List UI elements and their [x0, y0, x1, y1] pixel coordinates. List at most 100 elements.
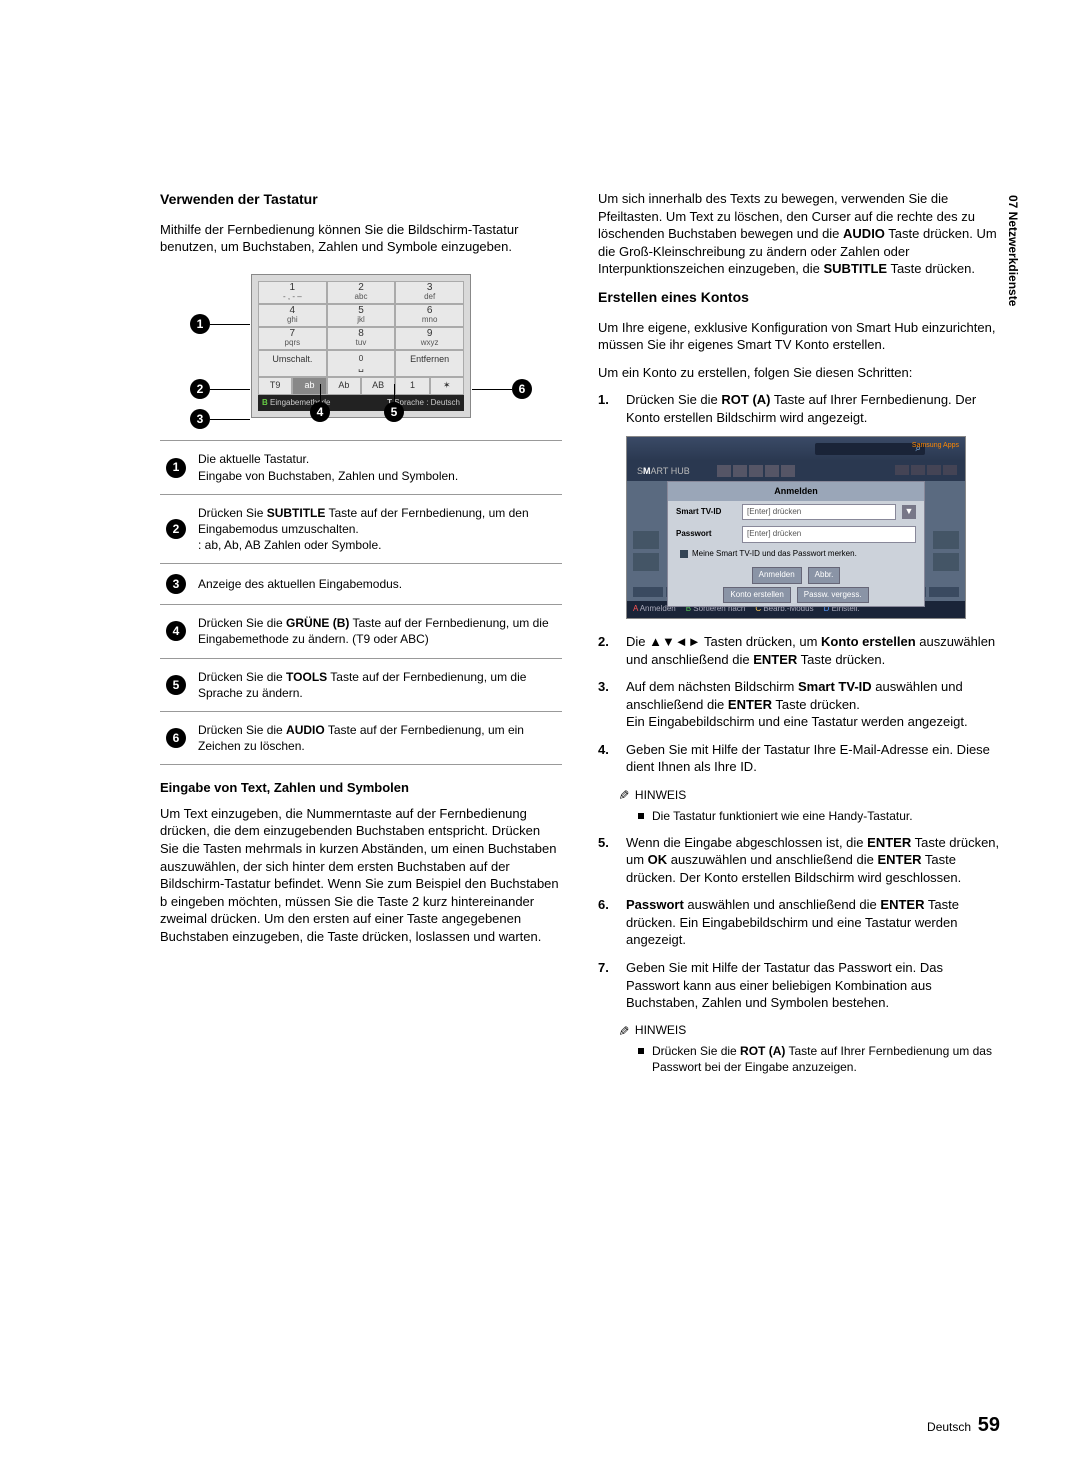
hub-button: Konto erstellen	[723, 587, 790, 604]
steps-block-3: 5.Wenn die Eingabe abgeschlossen ist, di…	[598, 834, 1000, 1012]
note-2-head: HINWEIS	[618, 1022, 1000, 1040]
kbd-mode-key: 1	[395, 377, 429, 394]
pencil-icon	[618, 786, 629, 804]
keyboard-diagram: 1 2 3 6 4 5 1- , - –2abc3def4ghi5jkl6mno…	[160, 274, 562, 418]
hub-button: Passw. vergess.	[797, 587, 869, 604]
kbd-key: 7pqrs	[258, 327, 327, 350]
kbd-wide-key: Entfernen	[395, 350, 464, 377]
callout-line	[472, 389, 512, 390]
callout-5: 5	[384, 402, 404, 422]
kbd-foot-b: B	[262, 398, 268, 407]
subhead-input: Eingabe von Text, Zahlen und Symbolen	[160, 779, 562, 797]
kbd-key: 9wxyz	[395, 327, 464, 350]
right-p1: Um Ihre eigene, exklusive Konfiguration …	[598, 319, 1000, 354]
legend-text: Drücken Sie SUBTITLE Taste auf der Fernb…	[198, 505, 556, 554]
legend-row: 2 Drücken Sie SUBTITLE Taste auf der Fern…	[160, 495, 562, 565]
legend-text: Drücken Sie die GRÜNE (B) Taste auf der …	[198, 615, 556, 647]
right-column: Um sich innerhalb des Texts zu bewegen, …	[598, 190, 1000, 1084]
step: 5.Wenn die Eingabe abgeschlossen ist, di…	[598, 834, 1000, 887]
note-2: Drücken Sie die ROT (A) Taste auf Ihrer …	[638, 1043, 1000, 1075]
right-heading: Erstellen eines Kontos	[598, 288, 1000, 307]
callout-1: 1	[190, 314, 210, 334]
callout-line	[210, 324, 250, 325]
hub-top-bar: Samsung Apps	[627, 437, 965, 461]
legend-num: 1	[166, 458, 186, 478]
step: 7.Geben Sie mit Hilfe der Tastatur das P…	[598, 959, 1000, 1012]
hub-logo: SMART HUB	[637, 465, 690, 477]
callout-6: 6	[512, 379, 532, 399]
hub-field: Smart TV-ID[Enter] drücken▼	[668, 501, 924, 524]
page-footer: Deutsch 59	[927, 1414, 1000, 1437]
kbd-key: 8tuv	[327, 327, 396, 350]
legend-row: 5 Drücken Sie die TOOLS Taste auf der Fer…	[160, 659, 562, 712]
steps-block-1: 1.Drücken Sie die ROT (A) Taste auf Ihre…	[598, 391, 1000, 426]
legend-row: 3 Anzeige des aktuellen Eingabemodus.	[160, 564, 562, 605]
step: 4.Geben Sie mit Hilfe der Tastatur Ihre …	[598, 741, 1000, 776]
side-tab: 07 Netzwerkdienste	[1006, 195, 1020, 306]
legend-text: Anzeige des aktuellen Eingabemodus.	[198, 576, 556, 592]
kbd-key: 5jkl	[327, 304, 396, 327]
kbd-wide-row: Umschalt.0␣Entfernen	[258, 350, 464, 377]
note-1-head: HINWEIS	[618, 786, 1000, 804]
hub-login-dialog: Anmelden Smart TV-ID[Enter] drücken▼ Pass…	[667, 481, 925, 607]
kbd-key: 3def	[395, 281, 464, 304]
left-intro: Mithilfe der Fernbedienung können Sie di…	[160, 221, 562, 256]
hub-remember-check: Meine Smart TV-ID und das Passwort merke…	[668, 546, 924, 563]
kbd-mode-key: T9	[258, 377, 292, 394]
keyboard-box: 1- , - –2abc3def 4ghi5jkl6mno 7pqrs8tuv9wx…	[251, 274, 471, 418]
smart-hub-screenshot: Samsung Apps SMART HUB Anmelden Smart TV…	[626, 436, 966, 619]
right-p2: Um ein Konto zu erstellen, folgen Sie di…	[598, 364, 1000, 382]
callout-4: 4	[310, 402, 330, 422]
callout-line	[394, 384, 395, 402]
step: 3.Auf dem nächsten Bildschirm Smart TV-I…	[598, 678, 1000, 731]
left-p1: Um Text einzugeben, die Nummerntaste auf…	[160, 805, 562, 945]
kbd-wide-key: Umschalt.	[258, 350, 327, 377]
legend-num: 3	[166, 574, 186, 594]
callout-line	[210, 389, 250, 390]
legend-row: 6 Drücken Sie die AUDIO Taste auf der Fer…	[160, 712, 562, 764]
legend-text: Die aktuelle Tastatur.Eingabe von Buchst…	[198, 451, 556, 483]
callout-3: 3	[190, 409, 210, 429]
left-heading: Verwenden der Tastatur	[160, 190, 562, 209]
kbd-mode-key: Ab	[327, 377, 361, 394]
hub-apps-label: Samsung Apps	[912, 441, 959, 450]
callout-line	[210, 419, 250, 420]
kbd-key: 1- , - –	[258, 281, 327, 304]
callout-line	[320, 384, 321, 402]
kbd-wide-key: 0␣	[327, 350, 396, 377]
kbd-footer: B Eingabemethode T Sprache : Deutsch	[258, 395, 464, 412]
legend-num: 6	[166, 728, 186, 748]
steps-block-2: 2.Die ▲▼◄► Tasten drücken, um Konto erst…	[598, 633, 1000, 776]
kbd-key: 6mno	[395, 304, 464, 327]
step: 1.Drücken Sie die ROT (A) Taste auf Ihre…	[598, 391, 1000, 426]
kbd-mode-row: T9abAbAB1✶	[258, 377, 464, 394]
kbd-mode-key: AB	[361, 377, 395, 394]
legend-row: 4 Drücken Sie die GRÜNE (B) Taste auf der…	[160, 605, 562, 658]
kbd-key: 2abc	[327, 281, 396, 304]
step: 6.Passwort auswählen und anschließend di…	[598, 896, 1000, 949]
kbd-mode-key: ab	[292, 377, 326, 394]
right-p0: Um sich innerhalb des Texts zu bewegen, …	[598, 190, 1000, 278]
hub-button: Abbr.	[808, 567, 841, 584]
hub-search	[815, 443, 925, 455]
hub-second-bar: SMART HUB	[627, 461, 965, 481]
note-1: Die Tastatur funktioniert wie eine Handy…	[638, 808, 1000, 824]
hub-button: Anmelden	[752, 567, 802, 584]
chevron-down-icon: ▼	[902, 505, 916, 519]
left-column: Verwenden der Tastatur Mithilfe der Fern…	[160, 190, 562, 1084]
legend-text: Drücken Sie die AUDIO Taste auf der Fern…	[198, 722, 556, 754]
step: 2.Die ▲▼◄► Tasten drücken, um Konto erst…	[598, 633, 1000, 668]
legend-num: 5	[166, 675, 186, 695]
pencil-icon	[618, 1022, 629, 1040]
hub-dialog-title: Anmelden	[668, 482, 924, 500]
kbd-mode-key: ✶	[430, 377, 464, 394]
legend-table: 1 Die aktuelle Tastatur.Eingabe von Buchs…	[160, 440, 562, 765]
kbd-foot-right: Sprache : Deutsch	[394, 398, 460, 407]
kbd-key: 4ghi	[258, 304, 327, 327]
legend-num: 2	[166, 519, 186, 539]
legend-text: Drücken Sie die TOOLS Taste auf der Fern…	[198, 669, 556, 701]
callout-2: 2	[190, 379, 210, 399]
hub-body: Anmelden Smart TV-ID[Enter] drücken▼ Pass…	[627, 481, 965, 601]
legend-row: 1 Die aktuelle Tastatur.Eingabe von Buchs…	[160, 441, 562, 494]
legend-num: 4	[166, 621, 186, 641]
